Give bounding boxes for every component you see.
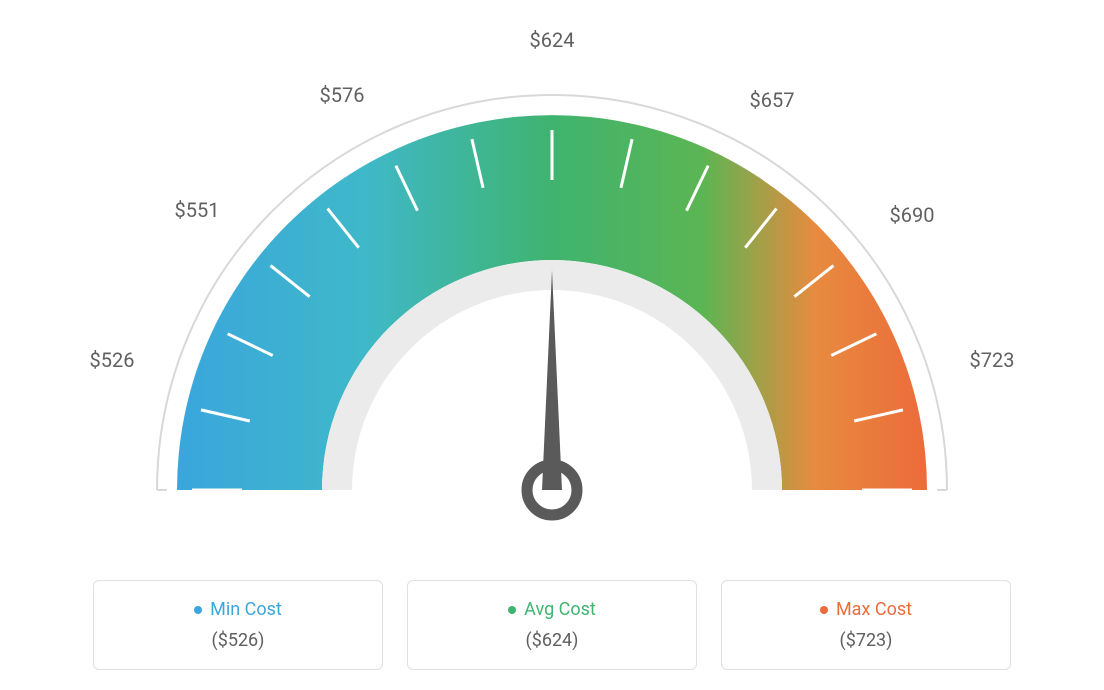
min-label: Min Cost (210, 599, 282, 620)
avg-label: Avg Cost (524, 599, 596, 620)
gauge-tick-label: $723 (970, 348, 1015, 372)
gauge-svg (52, 10, 1052, 570)
legend-avg: Avg Cost ($624) (407, 580, 697, 670)
gauge-tick-label: $526 (90, 348, 135, 372)
gauge-tick-label: $624 (530, 28, 575, 52)
gauge-tick-label: $690 (890, 203, 935, 227)
gauge-tick-label: $551 (175, 198, 220, 222)
legend-row: Min Cost ($526) Avg Cost ($624) Max Cost… (93, 580, 1011, 670)
avg-value: ($624) (418, 630, 686, 651)
legend-max: Max Cost ($723) (721, 580, 1011, 670)
max-dot (820, 606, 828, 614)
min-value: ($526) (104, 630, 372, 651)
max-value: ($723) (732, 630, 1000, 651)
gauge-tick-label: $576 (320, 83, 365, 107)
gauge-tick-label: $657 (750, 88, 795, 112)
max-label: Max Cost (836, 599, 912, 620)
avg-dot (508, 606, 516, 614)
cost-gauge: $526 $551 $576 $624 $657 $690 $723 (52, 10, 1052, 570)
legend-min: Min Cost ($526) (93, 580, 383, 670)
min-dot (194, 606, 202, 614)
